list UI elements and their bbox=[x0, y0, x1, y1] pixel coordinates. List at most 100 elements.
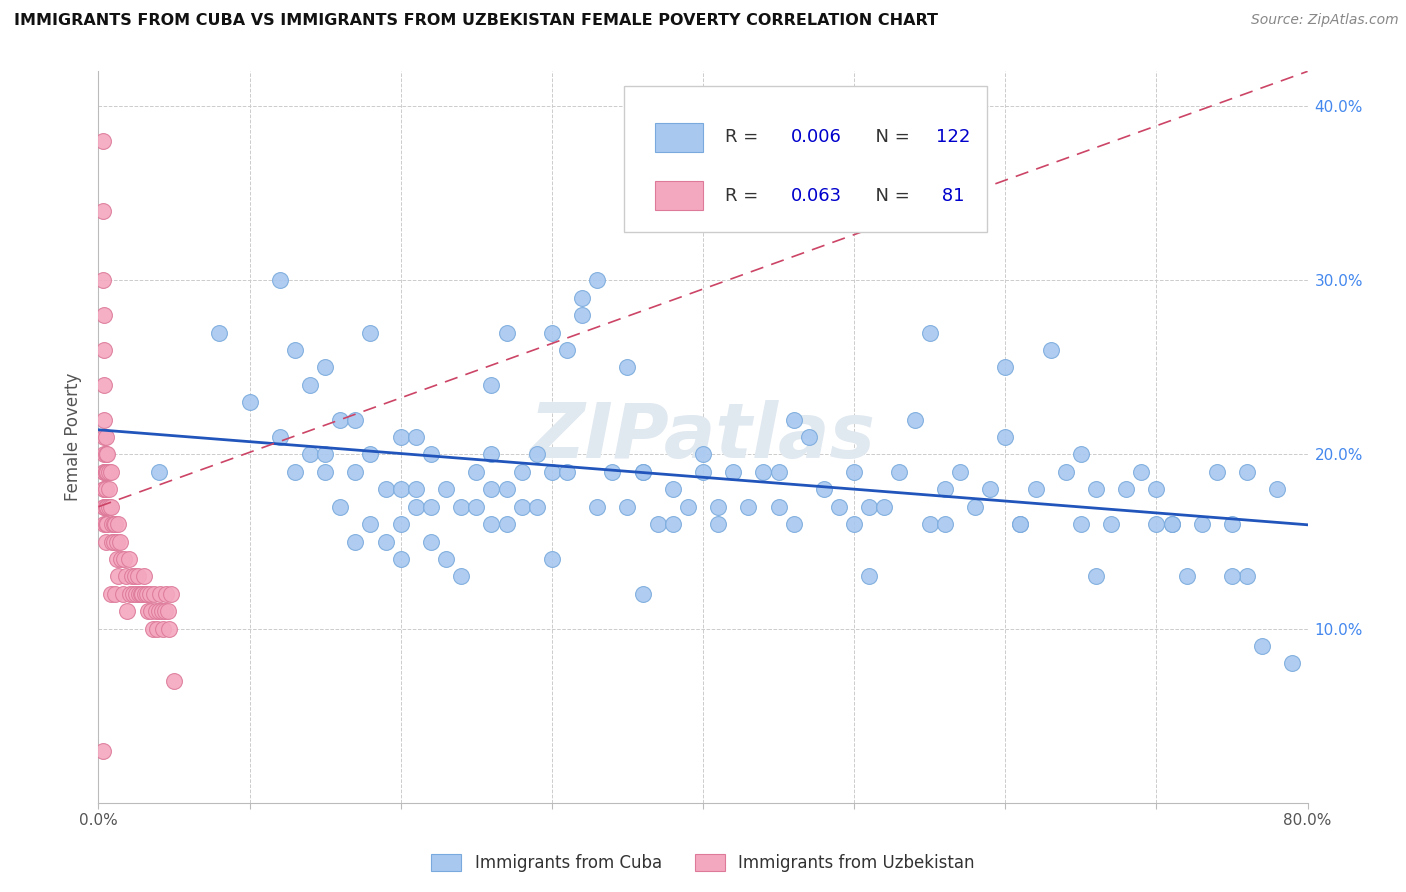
Text: 0.006: 0.006 bbox=[792, 128, 842, 146]
Point bbox=[1206, 465, 1229, 479]
Point bbox=[93, 430, 115, 444]
Point bbox=[360, 326, 382, 340]
Point bbox=[526, 448, 548, 462]
Text: 122: 122 bbox=[936, 128, 970, 146]
Point bbox=[163, 673, 186, 688]
Point bbox=[94, 465, 117, 479]
Legend: Immigrants from Cuba, Immigrants from Uzbekistan: Immigrants from Cuba, Immigrants from Uz… bbox=[425, 847, 981, 879]
Point bbox=[93, 500, 115, 514]
FancyBboxPatch shape bbox=[624, 86, 987, 232]
Point bbox=[1160, 517, 1182, 532]
Point bbox=[299, 448, 322, 462]
Point bbox=[134, 587, 156, 601]
Point bbox=[405, 430, 427, 444]
Point bbox=[1281, 657, 1303, 671]
Point bbox=[96, 500, 118, 514]
Point bbox=[93, 483, 115, 497]
Point bbox=[100, 587, 122, 601]
FancyBboxPatch shape bbox=[655, 181, 703, 211]
Point bbox=[692, 448, 714, 462]
Point bbox=[450, 569, 472, 583]
Point bbox=[93, 517, 115, 532]
Point bbox=[1144, 483, 1167, 497]
Point bbox=[94, 517, 117, 532]
Point bbox=[1054, 465, 1077, 479]
Point bbox=[1191, 517, 1213, 532]
Point bbox=[155, 587, 177, 601]
Point bbox=[495, 517, 517, 532]
Point bbox=[979, 483, 1001, 497]
Point bbox=[208, 326, 231, 340]
Point bbox=[602, 465, 624, 479]
Point bbox=[96, 465, 118, 479]
Point bbox=[135, 587, 157, 601]
Point bbox=[465, 465, 488, 479]
Point bbox=[156, 604, 179, 618]
Point bbox=[103, 517, 125, 532]
Point bbox=[374, 483, 396, 497]
Point bbox=[1220, 569, 1243, 583]
Point bbox=[873, 500, 896, 514]
Point bbox=[965, 500, 987, 514]
Point bbox=[93, 465, 115, 479]
Point bbox=[110, 552, 132, 566]
Point bbox=[93, 465, 115, 479]
Point bbox=[918, 326, 941, 340]
Point bbox=[269, 430, 291, 444]
Text: N =: N = bbox=[863, 128, 915, 146]
Point bbox=[1070, 517, 1092, 532]
Text: ZIPatlas: ZIPatlas bbox=[530, 401, 876, 474]
Point bbox=[631, 587, 654, 601]
Point bbox=[495, 483, 517, 497]
Point bbox=[115, 604, 138, 618]
FancyBboxPatch shape bbox=[655, 122, 703, 152]
Point bbox=[146, 622, 169, 636]
Point bbox=[314, 465, 336, 479]
Point bbox=[91, 273, 114, 287]
Point bbox=[1144, 517, 1167, 532]
Point bbox=[121, 569, 143, 583]
Point bbox=[481, 517, 503, 532]
Point bbox=[149, 587, 172, 601]
Point bbox=[540, 552, 562, 566]
Point bbox=[1099, 517, 1122, 532]
Point bbox=[269, 273, 291, 287]
Point bbox=[631, 465, 654, 479]
Point bbox=[122, 587, 145, 601]
Point bbox=[1236, 569, 1258, 583]
Point bbox=[405, 500, 427, 514]
Point bbox=[420, 500, 443, 514]
Point bbox=[124, 569, 146, 583]
Point bbox=[1130, 465, 1153, 479]
Point bbox=[844, 465, 866, 479]
Point bbox=[616, 360, 638, 375]
Point bbox=[105, 552, 128, 566]
Point bbox=[131, 587, 153, 601]
Point bbox=[360, 517, 382, 532]
Point bbox=[107, 569, 129, 583]
Point bbox=[405, 483, 427, 497]
Point bbox=[91, 134, 114, 148]
Point bbox=[540, 465, 562, 479]
Point bbox=[1085, 569, 1108, 583]
Point bbox=[160, 587, 183, 601]
Point bbox=[360, 448, 382, 462]
Point bbox=[98, 465, 121, 479]
Point bbox=[420, 448, 443, 462]
Point bbox=[128, 587, 150, 601]
Point bbox=[783, 412, 806, 426]
Point bbox=[586, 273, 609, 287]
Point bbox=[150, 604, 173, 618]
Text: IMMIGRANTS FROM CUBA VS IMMIGRANTS FROM UZBEKISTAN FEMALE POVERTY CORRELATION CH: IMMIGRANTS FROM CUBA VS IMMIGRANTS FROM … bbox=[14, 13, 938, 29]
Point bbox=[676, 500, 699, 514]
Point bbox=[389, 517, 412, 532]
Point bbox=[510, 465, 533, 479]
Point bbox=[934, 483, 956, 497]
Point bbox=[934, 517, 956, 532]
Point bbox=[105, 534, 128, 549]
Point bbox=[707, 500, 730, 514]
Point bbox=[107, 517, 129, 532]
Point bbox=[93, 483, 115, 497]
Point bbox=[1160, 517, 1182, 532]
Point bbox=[143, 587, 166, 601]
